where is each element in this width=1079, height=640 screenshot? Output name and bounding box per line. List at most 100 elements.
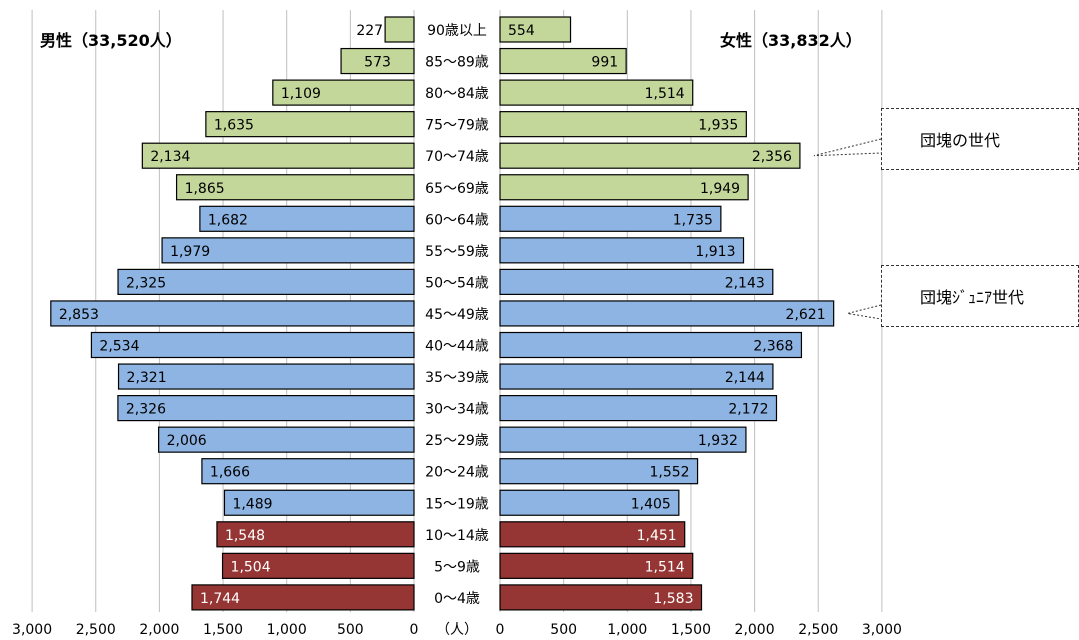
female-bar — [499, 79, 694, 106]
male-data-label: 1,504 — [231, 559, 271, 575]
male-data-label: 2,006 — [167, 433, 207, 449]
female-data-label: 1,949 — [700, 181, 740, 197]
male-data-label: 2,534 — [99, 339, 139, 355]
male-bar — [117, 268, 415, 295]
female-data-label: 1,913 — [695, 244, 735, 260]
male-bar — [201, 458, 415, 485]
male-data-label: 2,326 — [126, 402, 166, 418]
female-data-label: 2,172 — [728, 402, 768, 418]
female-data-label: 1,735 — [673, 212, 713, 228]
female-x-tick-label: 2,000 — [735, 622, 775, 638]
age-category-label: 50～54歳 — [425, 275, 489, 291]
dankai-junior-label: 団塊ｼﾞｭﾆｱ世代 — [920, 288, 1025, 307]
female-data-label: 1,451 — [637, 528, 677, 544]
female-bar — [499, 458, 699, 485]
male-data-label: 2,134 — [150, 149, 190, 165]
female-bar — [499, 142, 801, 169]
age-category-label: 45～49歳 — [425, 307, 489, 323]
female-bar — [499, 16, 572, 43]
male-bar — [161, 237, 415, 264]
female-bar — [499, 426, 747, 453]
dankai-generation-callout: 団塊の世代 — [881, 108, 1079, 170]
age-category-label: 30～34歳 — [425, 402, 489, 418]
age-category-label: 60～64歳 — [425, 212, 489, 228]
female-bar — [499, 331, 803, 359]
male-bar — [117, 395, 415, 422]
male-data-label: 1,489 — [232, 496, 272, 512]
age-category-label: 65～69歳 — [425, 181, 489, 197]
male-bar — [50, 300, 415, 327]
male-bar — [223, 489, 415, 516]
bars: 227 554 573 991 1,109 1,514 1,635 1,935 2,134 2,3… — [50, 16, 835, 611]
male-bar — [175, 174, 415, 201]
male-data-label: 227 — [356, 23, 383, 39]
age-category-label: 85～89歳 — [425, 55, 489, 71]
female-bar — [499, 300, 835, 327]
male-bar — [191, 584, 415, 611]
age-category-label: 20～24歳 — [425, 465, 489, 481]
male-bar — [205, 111, 415, 138]
female-bar — [499, 237, 745, 264]
male-bar — [199, 205, 415, 232]
female-data-label: 1,935 — [698, 118, 738, 134]
age-category-label: 90歳以上 — [427, 23, 487, 39]
female-bar — [499, 395, 778, 422]
age-category-label: 70～74歳 — [425, 149, 489, 165]
callout-leader — [847, 304, 882, 320]
female-x-tick-label: 1,000 — [607, 622, 647, 638]
age-category-label: 0～4歳 — [434, 591, 480, 607]
female-bar — [499, 552, 694, 579]
female-data-label: 1,552 — [649, 465, 689, 481]
male-bar — [272, 79, 415, 106]
age-category-label: 5～9歳 — [434, 559, 480, 575]
male-data-label: 1,979 — [170, 244, 210, 260]
male-data-label: 1,635 — [214, 118, 254, 134]
male-data-label: 1,865 — [185, 181, 225, 197]
callout-leaders — [813, 138, 882, 320]
age-category-label: 80～84歳 — [425, 86, 489, 102]
male-bar — [90, 331, 415, 359]
male-data-label: 2,325 — [126, 275, 166, 291]
male-bar — [141, 142, 415, 169]
male-bar — [216, 521, 415, 548]
female-bar — [499, 111, 747, 138]
male-data-label: 2,853 — [59, 307, 99, 323]
female-data-label: 2,143 — [725, 275, 765, 291]
male-bar — [340, 47, 415, 75]
male-x-tick-label: 2,500 — [76, 622, 116, 638]
female-data-label: 2,621 — [786, 307, 826, 323]
age-category-label: 25～29歳 — [425, 433, 489, 449]
male-bar — [117, 363, 415, 390]
male-x-tick-label: 1,000 — [267, 622, 307, 638]
female-bar — [499, 489, 680, 516]
male-data-label: 1,109 — [281, 86, 321, 102]
age-category-label: 75～79歳 — [425, 118, 489, 134]
female-data-label: 1,405 — [631, 496, 671, 512]
female-total-title: 女性（33,832人） — [720, 31, 862, 50]
callout-leader — [813, 138, 882, 157]
male-x-tick-label: 3,000 — [12, 622, 52, 638]
female-data-label: 1,583 — [653, 591, 693, 607]
female-data-label: 2,356 — [752, 149, 792, 165]
female-data-label: 2,368 — [753, 339, 793, 355]
female-x-tick-label: 3,000 — [862, 622, 902, 638]
male-data-label: 1,548 — [225, 528, 265, 544]
age-labels: 90歳以上 85～89歳 80～84歳 75～79歳 70～74歳 65～69歳 60～64… — [425, 23, 489, 607]
female-data-label: 2,144 — [725, 370, 765, 386]
female-data-label: 554 — [508, 23, 535, 39]
dankai-generation-label: 団塊の世代 — [920, 131, 1001, 150]
female-x-tick-label: 1,500 — [671, 622, 711, 638]
female-bar — [499, 268, 774, 295]
male-x-tick-label: 2,000 — [139, 622, 179, 638]
age-category-label: 55～59歳 — [425, 244, 489, 260]
female-bar — [499, 47, 627, 75]
female-x-tick-label: 500 — [550, 622, 577, 638]
male-total-title: 男性（33,520人） — [40, 31, 182, 50]
x-axis-ticks: 0 0 500 500 1,000 1,000 1,500 1,500 2,000 2,000 2,… — [12, 622, 902, 638]
male-x-tick-label: 500 — [337, 622, 364, 638]
age-category-label: 10～14歳 — [425, 528, 489, 544]
female-bar — [499, 174, 749, 201]
female-x-tick-label: 2,500 — [798, 622, 838, 638]
female-data-label: 991 — [591, 55, 618, 71]
